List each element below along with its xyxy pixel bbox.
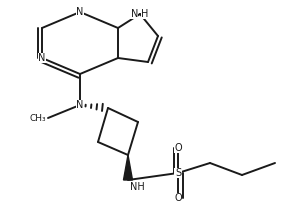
- Text: NH: NH: [130, 182, 145, 192]
- Text: N: N: [38, 53, 46, 63]
- Text: O: O: [174, 143, 182, 153]
- Text: H: H: [141, 9, 148, 19]
- Text: S: S: [175, 168, 181, 178]
- Text: N: N: [76, 100, 84, 110]
- Text: CH₃: CH₃: [29, 114, 46, 123]
- Text: N: N: [131, 9, 138, 19]
- Text: N: N: [76, 7, 84, 17]
- Text: O: O: [174, 193, 182, 203]
- Polygon shape: [123, 155, 133, 180]
